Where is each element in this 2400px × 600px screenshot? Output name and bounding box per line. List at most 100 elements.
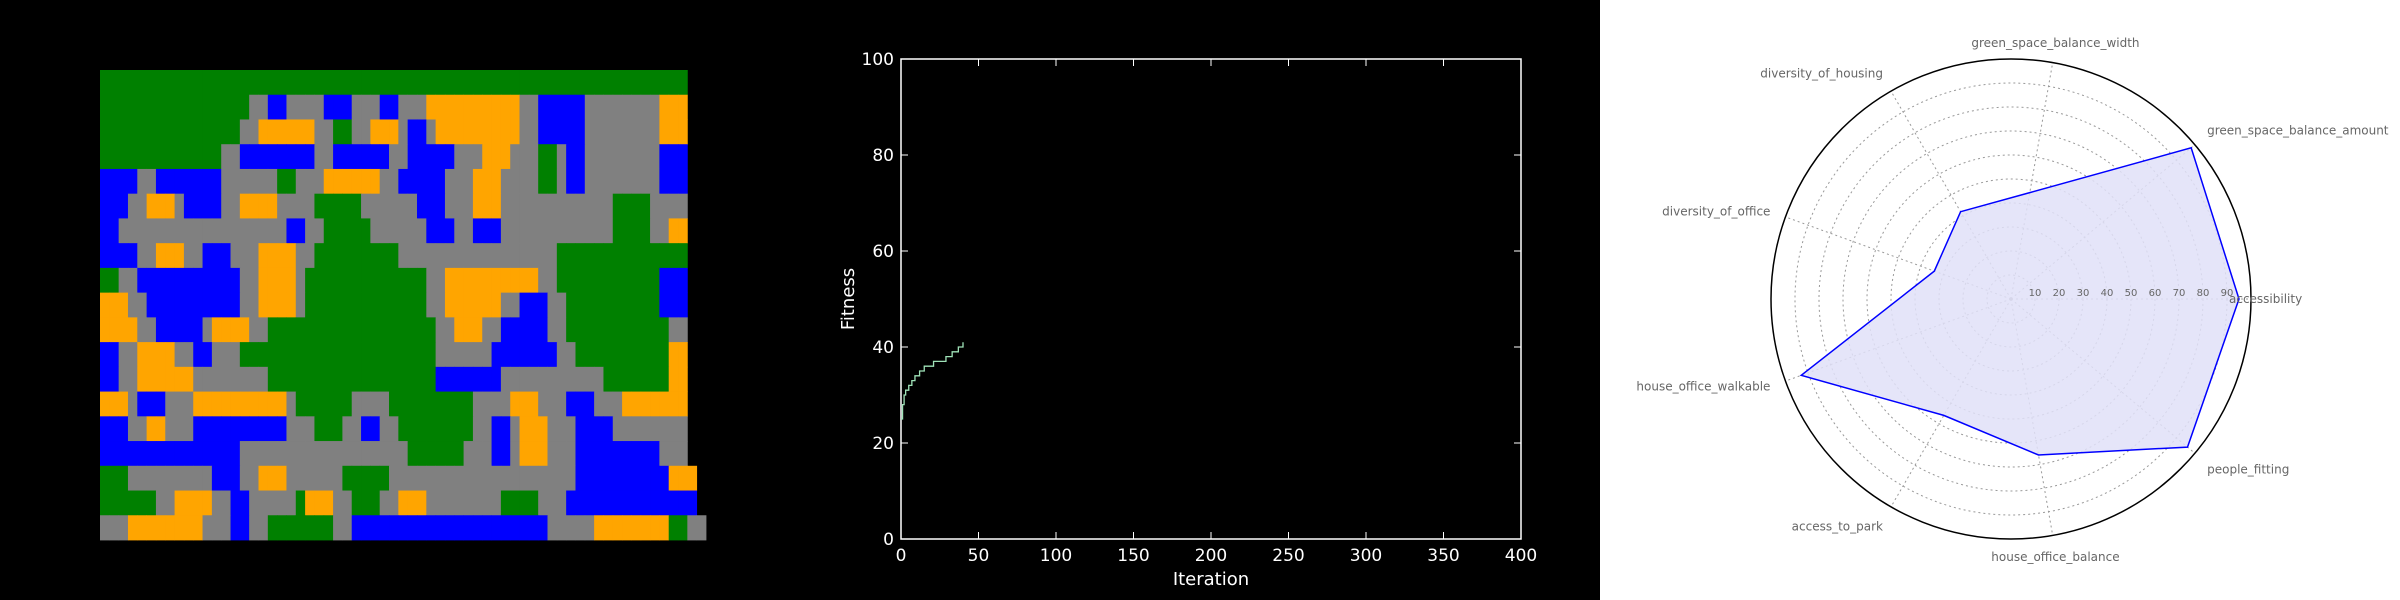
grid-cell xyxy=(342,218,353,244)
grid-cell xyxy=(640,490,651,516)
grid-cell xyxy=(454,94,464,120)
grid-cell xyxy=(454,70,464,96)
grid-cell xyxy=(500,441,511,467)
grid-cell xyxy=(659,441,670,467)
grid-cell xyxy=(277,317,287,343)
grid-cell xyxy=(668,218,679,244)
grid-cell xyxy=(603,317,614,343)
grid-cell xyxy=(370,292,381,318)
grid-cell xyxy=(528,267,539,294)
grid-cell xyxy=(174,366,185,392)
grid-cell xyxy=(109,515,120,541)
grid-cell xyxy=(258,416,269,442)
grid-cell xyxy=(183,342,194,368)
grid-cell xyxy=(249,70,259,96)
grid-cell xyxy=(267,515,278,541)
grid-cell xyxy=(258,218,269,244)
grid-cell xyxy=(379,168,390,195)
grid-cell xyxy=(258,465,269,491)
grid-cell xyxy=(155,342,166,368)
grid-cell xyxy=(500,490,511,516)
grid-cell xyxy=(277,391,287,417)
grid-cell xyxy=(127,70,138,96)
grid-cell xyxy=(361,317,371,343)
grid-cell xyxy=(435,465,446,491)
grid-cell xyxy=(584,490,595,516)
grid-cell xyxy=(500,193,511,219)
grid-cell xyxy=(295,317,306,343)
grid-cell xyxy=(556,490,567,516)
grid-cell xyxy=(230,70,241,96)
grid-cell xyxy=(137,391,148,417)
grid-cell xyxy=(305,515,315,541)
grid-cell xyxy=(174,119,185,145)
grid-cell xyxy=(286,267,297,294)
grid-cell xyxy=(575,193,586,219)
grid-cell xyxy=(379,292,390,318)
grid-cell xyxy=(370,94,381,120)
grid-cell xyxy=(333,119,343,145)
grid-cell xyxy=(416,366,427,392)
grid-cell xyxy=(678,416,688,442)
grid-cell xyxy=(650,144,660,170)
grid-cell xyxy=(566,144,576,170)
grid-cell xyxy=(221,243,231,269)
grid-cell xyxy=(370,168,381,195)
grid-cell xyxy=(127,267,138,294)
grid-cell xyxy=(640,70,651,96)
grid-cell xyxy=(472,70,483,96)
grid-cell xyxy=(398,70,409,96)
x-tick-label: 150 xyxy=(1117,546,1149,566)
grid-cell xyxy=(556,70,567,96)
grid-cell xyxy=(183,243,194,269)
grid-cell xyxy=(230,465,241,491)
grid-cell xyxy=(314,94,325,120)
grid-cell xyxy=(631,119,642,145)
grid-cell xyxy=(594,465,604,491)
grid-cell xyxy=(538,267,548,294)
grid-cell xyxy=(258,366,269,392)
grid-cell xyxy=(659,70,670,96)
grid-cell xyxy=(603,441,614,467)
grid-cell xyxy=(100,70,110,96)
grid-cell xyxy=(211,366,222,392)
grid-cell xyxy=(538,168,548,195)
grid-cell xyxy=(566,218,576,244)
radar-category-label: access_to_park xyxy=(1792,520,1883,534)
grid-cell xyxy=(389,292,399,318)
grid-cell xyxy=(165,366,175,392)
grid-cell xyxy=(398,267,409,294)
grid-cell xyxy=(165,342,175,368)
grid-cell xyxy=(267,168,278,195)
grid-cell xyxy=(267,119,278,145)
grid-cell xyxy=(202,193,213,219)
grid-cell xyxy=(379,70,390,96)
grid-cell xyxy=(668,416,679,442)
grid-cell xyxy=(444,119,455,145)
grid-cell xyxy=(361,366,371,392)
grid-cell xyxy=(426,391,437,417)
grid-cell xyxy=(500,416,511,442)
grid-cell xyxy=(612,292,623,318)
grid-cell xyxy=(165,193,175,219)
grid-cell xyxy=(389,391,399,417)
grid-cell xyxy=(416,119,427,145)
grid-cell xyxy=(482,243,492,269)
grid-cell xyxy=(295,515,306,541)
x-tick-label: 250 xyxy=(1272,546,1304,566)
grid-cell xyxy=(426,441,437,467)
grid-cell xyxy=(407,94,418,120)
grid-cell xyxy=(650,292,660,318)
grid-cell xyxy=(193,416,203,442)
grid-cell xyxy=(379,94,390,120)
grid-cell xyxy=(519,168,530,195)
grid-cell xyxy=(640,515,651,541)
grid-cell xyxy=(109,490,120,516)
grid-cell xyxy=(416,441,427,467)
grid-cell xyxy=(668,515,679,541)
grid-cell xyxy=(379,193,390,219)
grid-cell xyxy=(547,243,558,269)
grid-cell xyxy=(594,317,604,343)
grid-cell xyxy=(566,342,576,368)
grid-cell xyxy=(491,94,502,120)
